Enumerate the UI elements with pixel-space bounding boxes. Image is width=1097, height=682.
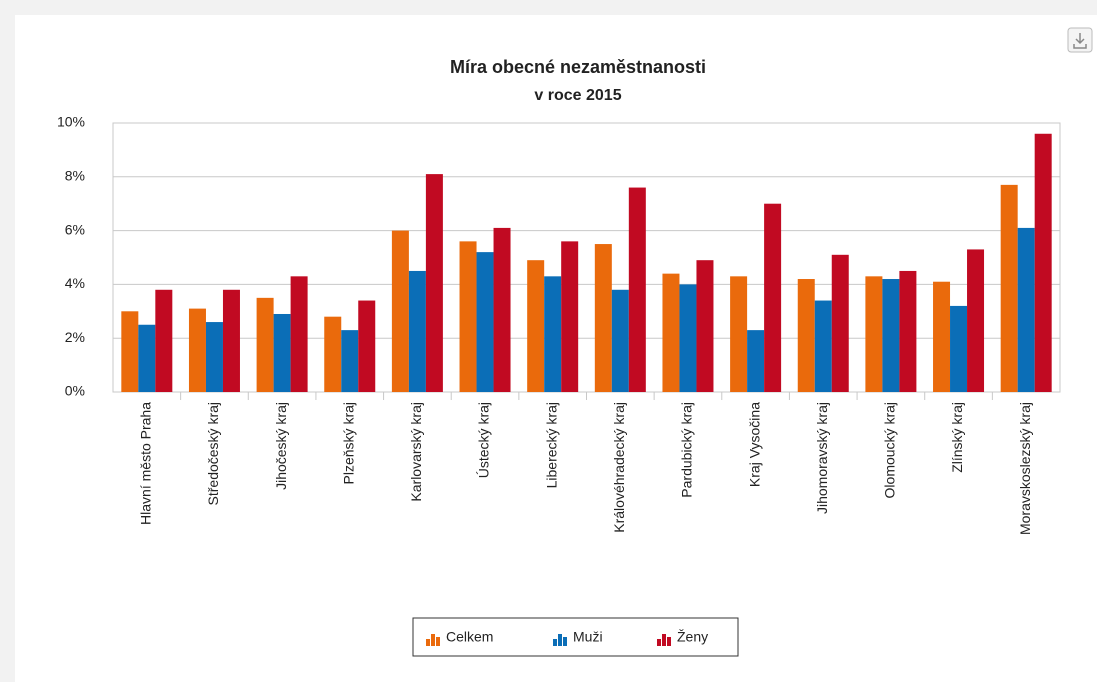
chart-title: Míra obecné nezaměstnanosti [450,57,706,77]
legend-icon [553,639,557,646]
bar [831,254,849,392]
bar [882,279,900,392]
bar [527,260,545,392]
bar [764,203,782,392]
bar [341,330,359,392]
x-tick-label: Karlovarský kraj [408,402,424,502]
legend-label: Ženy [677,629,708,645]
legend-icon [667,637,671,646]
x-tick-label: Jihomoravský kraj [814,402,830,514]
bar [950,305,968,392]
x-tick-label: Liberecký kraj [543,402,559,488]
bar [747,330,765,392]
x-tick-label: Zlínský kraj [949,402,965,473]
download-button[interactable] [1067,27,1093,53]
bar [1000,184,1018,392]
y-tick-label: 10% [57,114,85,130]
x-tick-label: Moravskoslezský kraj [1017,402,1033,535]
bar [1017,227,1035,392]
y-tick-label: 6% [65,221,85,237]
legend-icon [431,634,435,646]
bar [358,300,376,392]
chart-subtitle: v roce 2015 [534,87,621,104]
bar [459,241,477,392]
bar [967,249,985,392]
bar [797,279,815,392]
x-tick-label: Středočeský kraj [205,402,221,505]
bar [662,273,680,392]
bar [730,276,748,392]
bar [256,297,274,392]
legend [412,617,739,657]
legend-item: Muži [553,629,603,646]
bar [814,300,832,392]
y-tick-label: 0% [65,383,85,399]
bar [561,241,579,392]
bar [544,276,562,392]
x-tick-label: Pardubický kraj [679,402,695,498]
bar [205,322,223,392]
legend-icon [436,637,440,646]
bar [933,281,951,392]
bar [222,289,240,392]
legend-item: Celkem [426,629,493,646]
y-tick-label: 2% [65,329,85,345]
bar [1034,133,1052,392]
bar [290,276,308,392]
legend-icon [426,639,430,646]
bar [273,313,291,392]
legend-item: Ženy [657,629,708,646]
bar [476,252,494,392]
x-tick-label: Kraj Vysočina [746,402,762,487]
bar [324,316,342,392]
x-tick-label: Královéhradecký kraj [611,402,627,533]
x-tick-label: Ústecký kraj [476,402,492,478]
bar [594,244,612,392]
bar [628,187,646,392]
bar [138,324,156,392]
legend-icon [662,634,666,646]
legend-icon [657,639,661,646]
legend-label: Muži [573,629,603,645]
bar [493,227,511,392]
legend-icon [558,634,562,646]
legend-label: Celkem [446,629,493,645]
bar [865,276,883,392]
x-tick-label: Plzeňský kraj [340,402,356,484]
bar [425,174,443,392]
x-tick-label: Hlavní město Praha [138,402,154,525]
bar [188,308,206,392]
y-tick-label: 8% [65,168,85,184]
bar [121,311,139,392]
bar [408,270,426,392]
legend-icon [563,637,567,646]
y-tick-label: 4% [65,275,85,291]
bar [611,289,629,392]
bar [899,270,917,392]
bar [391,230,409,392]
bar [155,289,173,392]
bar [679,284,697,392]
bar [696,260,714,392]
x-tick-label: Olomoucký kraj [882,402,898,498]
x-tick-label: Jihočeský kraj [273,402,289,490]
